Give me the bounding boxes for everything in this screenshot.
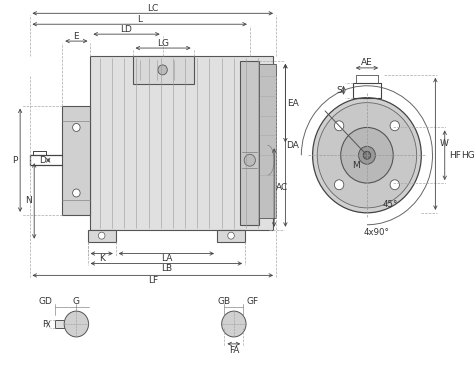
Text: 45°: 45° [383,200,398,209]
Text: S: S [336,86,342,95]
Text: D: D [39,156,46,165]
Text: FA: FA [228,346,239,355]
Text: W: W [440,139,449,148]
Circle shape [390,180,400,190]
Bar [133,56,193,84]
Text: GF: GF [247,297,259,306]
Text: LB: LB [161,264,172,273]
Circle shape [335,180,344,190]
Bar [62,106,91,215]
Circle shape [341,127,393,183]
Text: F: F [42,320,47,329]
Bar [225,320,243,328]
Circle shape [244,154,255,166]
Text: 4x90°: 4x90° [364,228,389,237]
Bar [88,230,116,242]
Text: L: L [137,15,142,24]
Bar [55,320,72,328]
Circle shape [158,65,167,75]
Text: LG: LG [157,39,169,48]
Text: K: K [99,254,105,263]
Circle shape [358,146,375,164]
Circle shape [363,151,371,159]
Text: AE: AE [361,59,373,67]
Text: GD: GD [38,297,52,306]
Text: HG: HG [462,151,474,160]
Text: LD: LD [120,25,132,34]
Text: G: G [73,297,80,306]
Circle shape [312,98,421,213]
Circle shape [335,121,344,131]
Circle shape [73,189,80,197]
Text: LF: LF [148,276,158,285]
Text: N: N [25,196,32,206]
Text: AC: AC [275,183,288,192]
Bar [217,230,245,242]
Text: LC: LC [147,4,158,13]
Text: GB: GB [218,297,231,306]
Text: HF: HF [449,151,461,160]
Bar [91,56,273,230]
Circle shape [73,124,80,131]
Text: DA: DA [286,141,300,150]
Circle shape [390,121,400,131]
Bar [240,61,259,225]
Text: M: M [352,161,360,170]
Text: E: E [73,32,79,41]
Ellipse shape [222,311,246,337]
Circle shape [317,103,417,208]
Ellipse shape [64,311,89,337]
Circle shape [99,232,105,239]
Text: EA: EA [287,99,299,108]
Text: LA: LA [161,254,172,263]
Circle shape [228,232,234,239]
Bar [259,64,276,218]
Text: P: P [12,156,17,165]
